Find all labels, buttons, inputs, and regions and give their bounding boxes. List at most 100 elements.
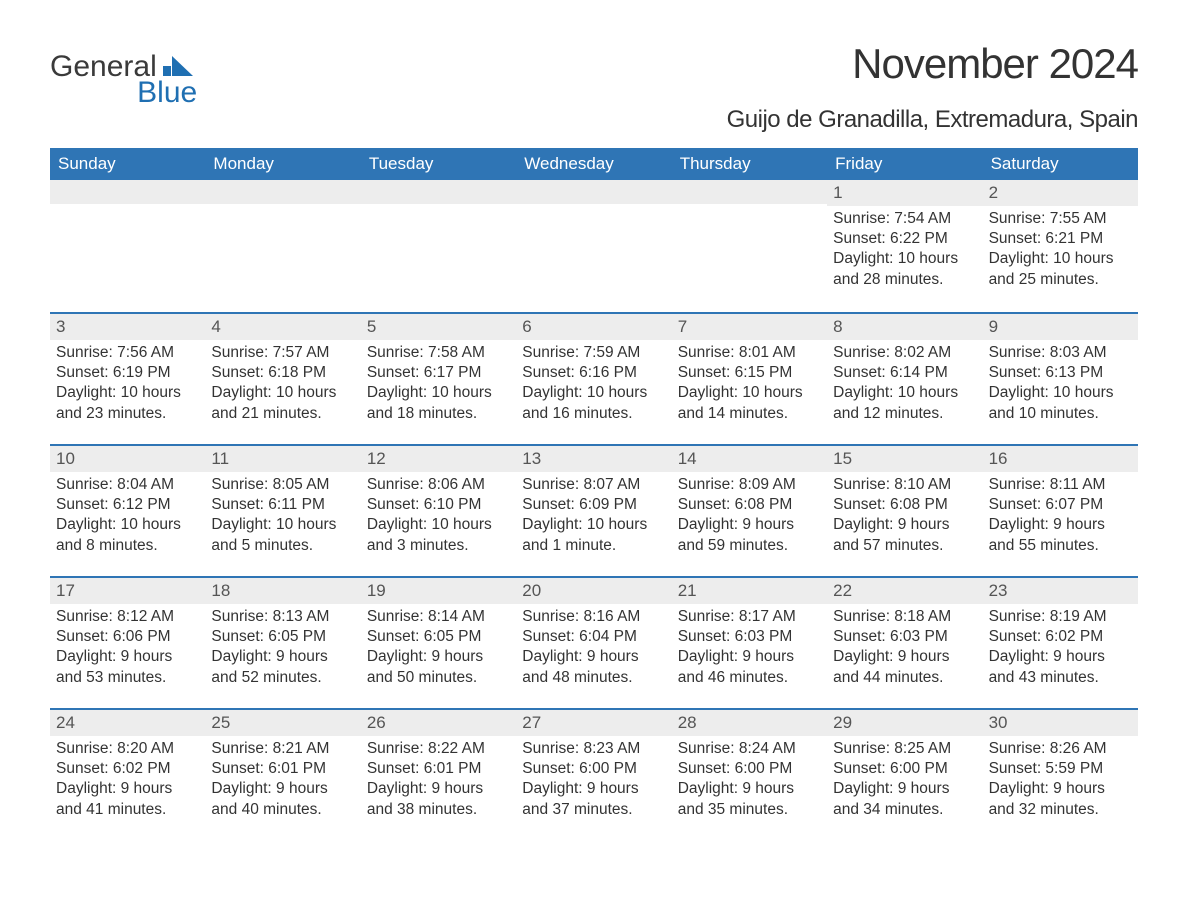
day-cell: 5 Sunrise: 7:58 AMSunset: 6:17 PMDaylight… [361, 314, 516, 444]
day-data: Sunrise: 8:04 AMSunset: 6:12 PMDaylight:… [56, 475, 199, 556]
day-cell: 18 Sunrise: 8:13 AMSunset: 6:05 PMDayligh… [205, 578, 360, 708]
day-data: Sunrise: 8:07 AMSunset: 6:09 PMDaylight:… [522, 475, 665, 556]
day-cell: 17 Sunrise: 8:12 AMSunset: 6:06 PMDayligh… [50, 578, 205, 708]
header: General Blue November 2024 Guijo de Gran… [50, 40, 1138, 134]
day-data: Sunrise: 8:12 AMSunset: 6:06 PMDaylight:… [56, 607, 199, 688]
day-number: 12 [361, 446, 516, 472]
day-cell: 25 Sunrise: 8:21 AMSunset: 6:01 PMDayligh… [205, 710, 360, 840]
weekday-header-cell: Saturday [983, 148, 1138, 180]
day-data: Sunrise: 8:13 AMSunset: 6:05 PMDaylight:… [211, 607, 354, 688]
day-number: 8 [827, 314, 982, 340]
day-cell: 11Sunrise: 8:05 AMSunset: 6:11 PMDayligh… [205, 446, 360, 576]
day-data: Sunrise: 8:25 AMSunset: 6:00 PMDaylight:… [833, 739, 976, 820]
day-cell: 14 Sunrise: 8:09 AMSunset: 6:08 PMDayligh… [672, 446, 827, 576]
day-data: Sunrise: 7:54 AMSunset: 6:22 PMDaylight:… [833, 209, 976, 290]
day-data: Sunrise: 8:03 AMSunset: 6:13 PMDaylight:… [989, 343, 1132, 424]
day-cell: 6 Sunrise: 7:59 AMSunset: 6:16 PMDaylight… [516, 314, 671, 444]
day-number: 11 [205, 446, 360, 472]
day-number: 9 [983, 314, 1138, 340]
day-data: Sunrise: 8:16 AMSunset: 6:04 PMDaylight:… [522, 607, 665, 688]
day-number: 17 [50, 578, 205, 604]
day-number: 16 [983, 446, 1138, 472]
day-number: 6 [516, 314, 671, 340]
day-cell [516, 180, 671, 312]
day-data: Sunrise: 8:01 AMSunset: 6:15 PMDaylight:… [678, 343, 821, 424]
day-data: Sunrise: 7:58 AMSunset: 6:17 PMDaylight:… [367, 343, 510, 424]
day-cell: 19Sunrise: 8:14 AMSunset: 6:05 PMDayligh… [361, 578, 516, 708]
day-cell: 7Sunrise: 8:01 AMSunset: 6:15 PMDaylight… [672, 314, 827, 444]
day-cell: 12 Sunrise: 8:06 AMSunset: 6:10 PMDayligh… [361, 446, 516, 576]
day-number: 5 [361, 314, 516, 340]
day-data: Sunrise: 8:10 AMSunset: 6:08 PMDaylight:… [833, 475, 976, 556]
day-number: 23 [983, 578, 1138, 604]
day-cell: 2Sunrise: 7:55 AMSunset: 6:21 PMDaylight… [983, 180, 1138, 312]
day-number: 4 [205, 314, 360, 340]
day-data: Sunrise: 8:09 AMSunset: 6:08 PMDaylight:… [678, 475, 821, 556]
day-cell: 29 Sunrise: 8:25 AMSunset: 6:00 PMDayligh… [827, 710, 982, 840]
day-cell: 13Sunrise: 8:07 AMSunset: 6:09 PMDayligh… [516, 446, 671, 576]
day-data: Sunrise: 7:59 AMSunset: 6:16 PMDaylight:… [522, 343, 665, 424]
day-number: 21 [672, 578, 827, 604]
day-cell: 10 Sunrise: 8:04 AMSunset: 6:12 PMDayligh… [50, 446, 205, 576]
empty-day-header [205, 180, 360, 204]
day-number: 27 [516, 710, 671, 736]
day-cell: 4 Sunrise: 7:57 AMSunset: 6:18 PMDaylight… [205, 314, 360, 444]
empty-day-header [50, 180, 205, 204]
day-number: 1 [827, 180, 982, 206]
day-cell: 8 Sunrise: 8:02 AMSunset: 6:14 PMDaylight… [827, 314, 982, 444]
empty-day-header [516, 180, 671, 204]
day-number: 20 [516, 578, 671, 604]
title-block: November 2024 Guijo de Granadilla, Extre… [727, 40, 1138, 134]
day-data: Sunrise: 7:56 AMSunset: 6:19 PMDaylight:… [56, 343, 199, 424]
day-cell: 23 Sunrise: 8:19 AMSunset: 6:02 PMDayligh… [983, 578, 1138, 708]
day-number: 25 [205, 710, 360, 736]
day-cell: 9 Sunrise: 8:03 AMSunset: 6:13 PMDaylight… [983, 314, 1138, 444]
day-number: 18 [205, 578, 360, 604]
day-data: Sunrise: 8:02 AMSunset: 6:14 PMDaylight:… [833, 343, 976, 424]
day-cell: 24Sunrise: 8:20 AMSunset: 6:02 PMDayligh… [50, 710, 205, 840]
weekday-header-cell: Monday [205, 148, 360, 180]
day-data: Sunrise: 8:24 AMSunset: 6:00 PMDaylight:… [678, 739, 821, 820]
day-number: 10 [50, 446, 205, 472]
weekday-header-cell: Sunday [50, 148, 205, 180]
calendar: SundayMondayTuesdayWednesdayThursdayFrid… [50, 148, 1138, 840]
day-data: Sunrise: 8:21 AMSunset: 6:01 PMDaylight:… [211, 739, 354, 820]
weekday-header-cell: Tuesday [361, 148, 516, 180]
day-data: Sunrise: 8:19 AMSunset: 6:02 PMDaylight:… [989, 607, 1132, 688]
day-cell: 15 Sunrise: 8:10 AMSunset: 6:08 PMDayligh… [827, 446, 982, 576]
empty-day-header [361, 180, 516, 204]
day-cell: 28 Sunrise: 8:24 AMSunset: 6:00 PMDayligh… [672, 710, 827, 840]
day-data: Sunrise: 8:22 AMSunset: 6:01 PMDaylight:… [367, 739, 510, 820]
day-data: Sunrise: 7:57 AMSunset: 6:18 PMDaylight:… [211, 343, 354, 424]
day-data: Sunrise: 8:23 AMSunset: 6:00 PMDaylight:… [522, 739, 665, 820]
day-data: Sunrise: 7:55 AMSunset: 6:21 PMDaylight:… [989, 209, 1132, 290]
day-cell [672, 180, 827, 312]
day-number: 29 [827, 710, 982, 736]
day-data: Sunrise: 8:06 AMSunset: 6:10 PMDaylight:… [367, 475, 510, 556]
month-title: November 2024 [727, 40, 1138, 88]
weekday-header-row: SundayMondayTuesdayWednesdayThursdayFrid… [50, 148, 1138, 180]
logo-text-blue: Blue [137, 76, 197, 109]
day-cell: 16 Sunrise: 8:11 AMSunset: 6:07 PMDayligh… [983, 446, 1138, 576]
day-number: 22 [827, 578, 982, 604]
day-cell: 27 Sunrise: 8:23 AMSunset: 6:00 PMDayligh… [516, 710, 671, 840]
day-cell [361, 180, 516, 312]
day-number: 15 [827, 446, 982, 472]
day-number: 28 [672, 710, 827, 736]
week-row: 24Sunrise: 8:20 AMSunset: 6:02 PMDayligh… [50, 708, 1138, 840]
weeks-container: 1 Sunrise: 7:54 AMSunset: 6:22 PMDaylight… [50, 180, 1138, 840]
day-number: 19 [361, 578, 516, 604]
week-row: 10 Sunrise: 8:04 AMSunset: 6:12 PMDayligh… [50, 444, 1138, 576]
day-cell: 21Sunrise: 8:17 AMSunset: 6:03 PMDayligh… [672, 578, 827, 708]
weekday-header-cell: Friday [827, 148, 982, 180]
day-data: Sunrise: 8:11 AMSunset: 6:07 PMDaylight:… [989, 475, 1132, 556]
weekday-header-cell: Wednesday [516, 148, 671, 180]
week-row: 3Sunrise: 7:56 AMSunset: 6:19 PMDaylight… [50, 312, 1138, 444]
day-number: 14 [672, 446, 827, 472]
logo: General Blue [50, 40, 197, 110]
weekday-header-cell: Thursday [672, 148, 827, 180]
week-row: 17 Sunrise: 8:12 AMSunset: 6:06 PMDayligh… [50, 576, 1138, 708]
day-data: Sunrise: 8:20 AMSunset: 6:02 PMDaylight:… [56, 739, 199, 820]
day-cell: 20 Sunrise: 8:16 AMSunset: 6:04 PMDayligh… [516, 578, 671, 708]
day-cell: 26Sunrise: 8:22 AMSunset: 6:01 PMDayligh… [361, 710, 516, 840]
